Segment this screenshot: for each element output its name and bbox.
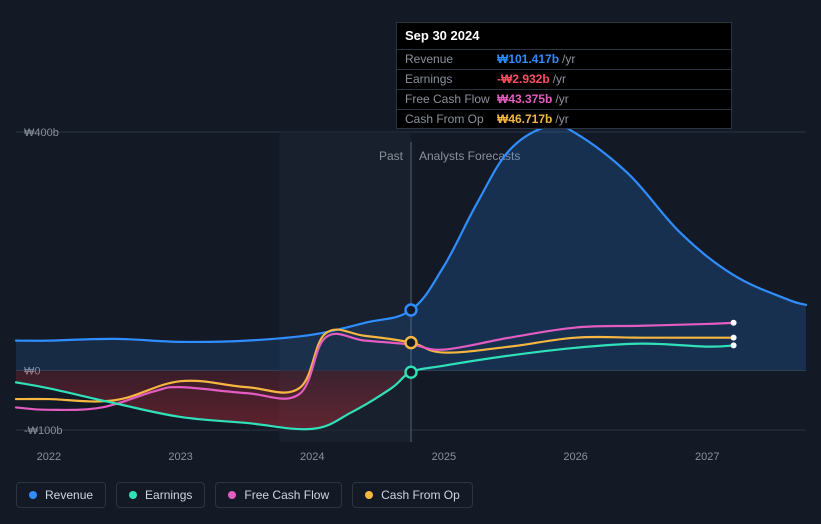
x-axis-label: 2023 <box>168 451 192 463</box>
x-axis-label: 2024 <box>300 451 324 463</box>
x-axis-label: 2026 <box>563 451 587 463</box>
legend-item-earnings[interactable]: Earnings <box>116 482 205 508</box>
tooltip-value: ₩101.417b/yr <box>497 51 575 68</box>
legend-dot-icon <box>129 491 137 499</box>
x-axis-label: 2027 <box>695 451 719 463</box>
section-label-past: Past <box>379 149 404 163</box>
tooltip-label: Cash From Op <box>405 111 497 128</box>
financials-chart: ₩400b₩0-₩100bPastAnalysts Forecasts20222… <box>0 0 821 524</box>
tooltip-label: Earnings <box>405 71 497 88</box>
legend-item-cash-from-op[interactable]: Cash From Op <box>352 482 473 508</box>
tooltip-title: Sep 30 2024 <box>397 23 731 49</box>
tooltip-label: Revenue <box>405 51 497 68</box>
legend-label: Cash From Op <box>381 488 460 502</box>
tooltip-row: Revenue₩101.417b/yr <box>397 49 731 69</box>
legend-item-revenue[interactable]: Revenue <box>16 482 106 508</box>
legend: Revenue Earnings Free Cash Flow Cash From O… <box>16 482 473 508</box>
y-axis-label: ₩400b <box>24 127 59 139</box>
legend-item-free-cash-flow[interactable]: Free Cash Flow <box>215 482 342 508</box>
x-axis-label: 2025 <box>432 451 456 463</box>
legend-dot-icon <box>228 491 236 499</box>
tooltip-row: Earnings-₩2.932b/yr <box>397 69 731 89</box>
x-axis-label: 2022 <box>37 451 61 463</box>
legend-dot-icon <box>29 491 37 499</box>
tooltip-value: ₩43.375b/yr <box>497 91 569 108</box>
tooltip-label: Free Cash Flow <box>405 91 497 108</box>
y-axis-label: -₩100b <box>24 425 63 437</box>
tooltip-row: Free Cash Flow₩43.375b/yr <box>397 89 731 109</box>
legend-label: Earnings <box>145 488 192 502</box>
legend-label: Revenue <box>45 488 93 502</box>
hover-tooltip: Sep 30 2024 Revenue₩101.417b/yrEarnings-… <box>396 22 732 129</box>
tooltip-value: ₩46.717b/yr <box>497 111 569 128</box>
legend-dot-icon <box>365 491 373 499</box>
legend-label: Free Cash Flow <box>244 488 329 502</box>
tooltip-row: Cash From Op₩46.717b/yr <box>397 109 731 129</box>
tooltip-value: -₩2.932b/yr <box>497 71 566 88</box>
